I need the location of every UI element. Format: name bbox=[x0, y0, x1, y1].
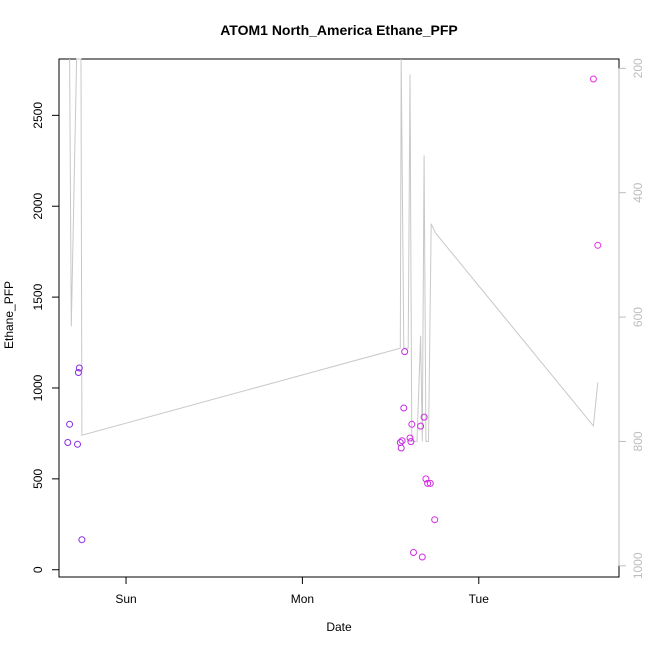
data-point bbox=[408, 420, 416, 428]
data-point bbox=[78, 536, 86, 544]
data-point bbox=[426, 479, 434, 487]
y2-tick-label: 400 bbox=[631, 182, 645, 202]
data-point bbox=[594, 241, 602, 249]
data-point bbox=[589, 75, 597, 83]
data-point bbox=[66, 420, 74, 428]
data-point bbox=[422, 475, 430, 483]
data-point bbox=[74, 440, 81, 448]
y-tick-label: 0 bbox=[31, 566, 45, 573]
data-point bbox=[420, 413, 428, 421]
y2-tick-label: 600 bbox=[631, 307, 645, 327]
x-tick-label: Mon bbox=[291, 592, 314, 606]
right-axis-line-layer bbox=[69, 58, 599, 442]
y-tick-label: 2000 bbox=[31, 193, 45, 220]
y-tick-label: 1500 bbox=[31, 283, 45, 310]
data-point bbox=[418, 553, 426, 561]
data-point bbox=[410, 549, 417, 556]
data-point bbox=[64, 439, 72, 446]
data-point bbox=[400, 404, 408, 412]
data-point bbox=[398, 437, 406, 445]
data-point bbox=[74, 369, 82, 376]
data-point bbox=[401, 348, 409, 356]
y-tick-label: 2500 bbox=[31, 102, 45, 129]
y-tick-label: 1000 bbox=[31, 374, 45, 401]
series-line bbox=[69, 58, 599, 442]
y-axis-left: 0 500 1000 1500 2000 2500 bbox=[31, 102, 60, 573]
x-axis-label: Date bbox=[326, 620, 352, 634]
y-tick-label: 500 bbox=[31, 469, 45, 489]
x-tick-label: Sun bbox=[115, 592, 136, 606]
chart-title: ATOM1 North_America Ethane_PFP bbox=[220, 22, 458, 38]
data-point bbox=[407, 438, 415, 446]
data-point bbox=[417, 422, 425, 430]
plot-frame bbox=[58, 58, 620, 578]
data-point bbox=[431, 516, 439, 524]
points-layer bbox=[64, 75, 602, 561]
data-point bbox=[406, 434, 414, 442]
y2-tick-label: 200 bbox=[631, 58, 645, 78]
data-point bbox=[75, 364, 83, 372]
y-axis-right: 200 400 600 800 1000 bbox=[618, 58, 645, 579]
data-point bbox=[397, 444, 405, 452]
x-axis: Sun Mon Tue bbox=[115, 576, 490, 606]
x-tick-label: Tue bbox=[469, 592, 490, 606]
data-point bbox=[424, 479, 432, 487]
y2-tick-label: 1000 bbox=[631, 552, 645, 579]
y-axis-label: Ethane_PFP bbox=[2, 281, 16, 349]
y2-tick-label: 800 bbox=[631, 431, 645, 451]
